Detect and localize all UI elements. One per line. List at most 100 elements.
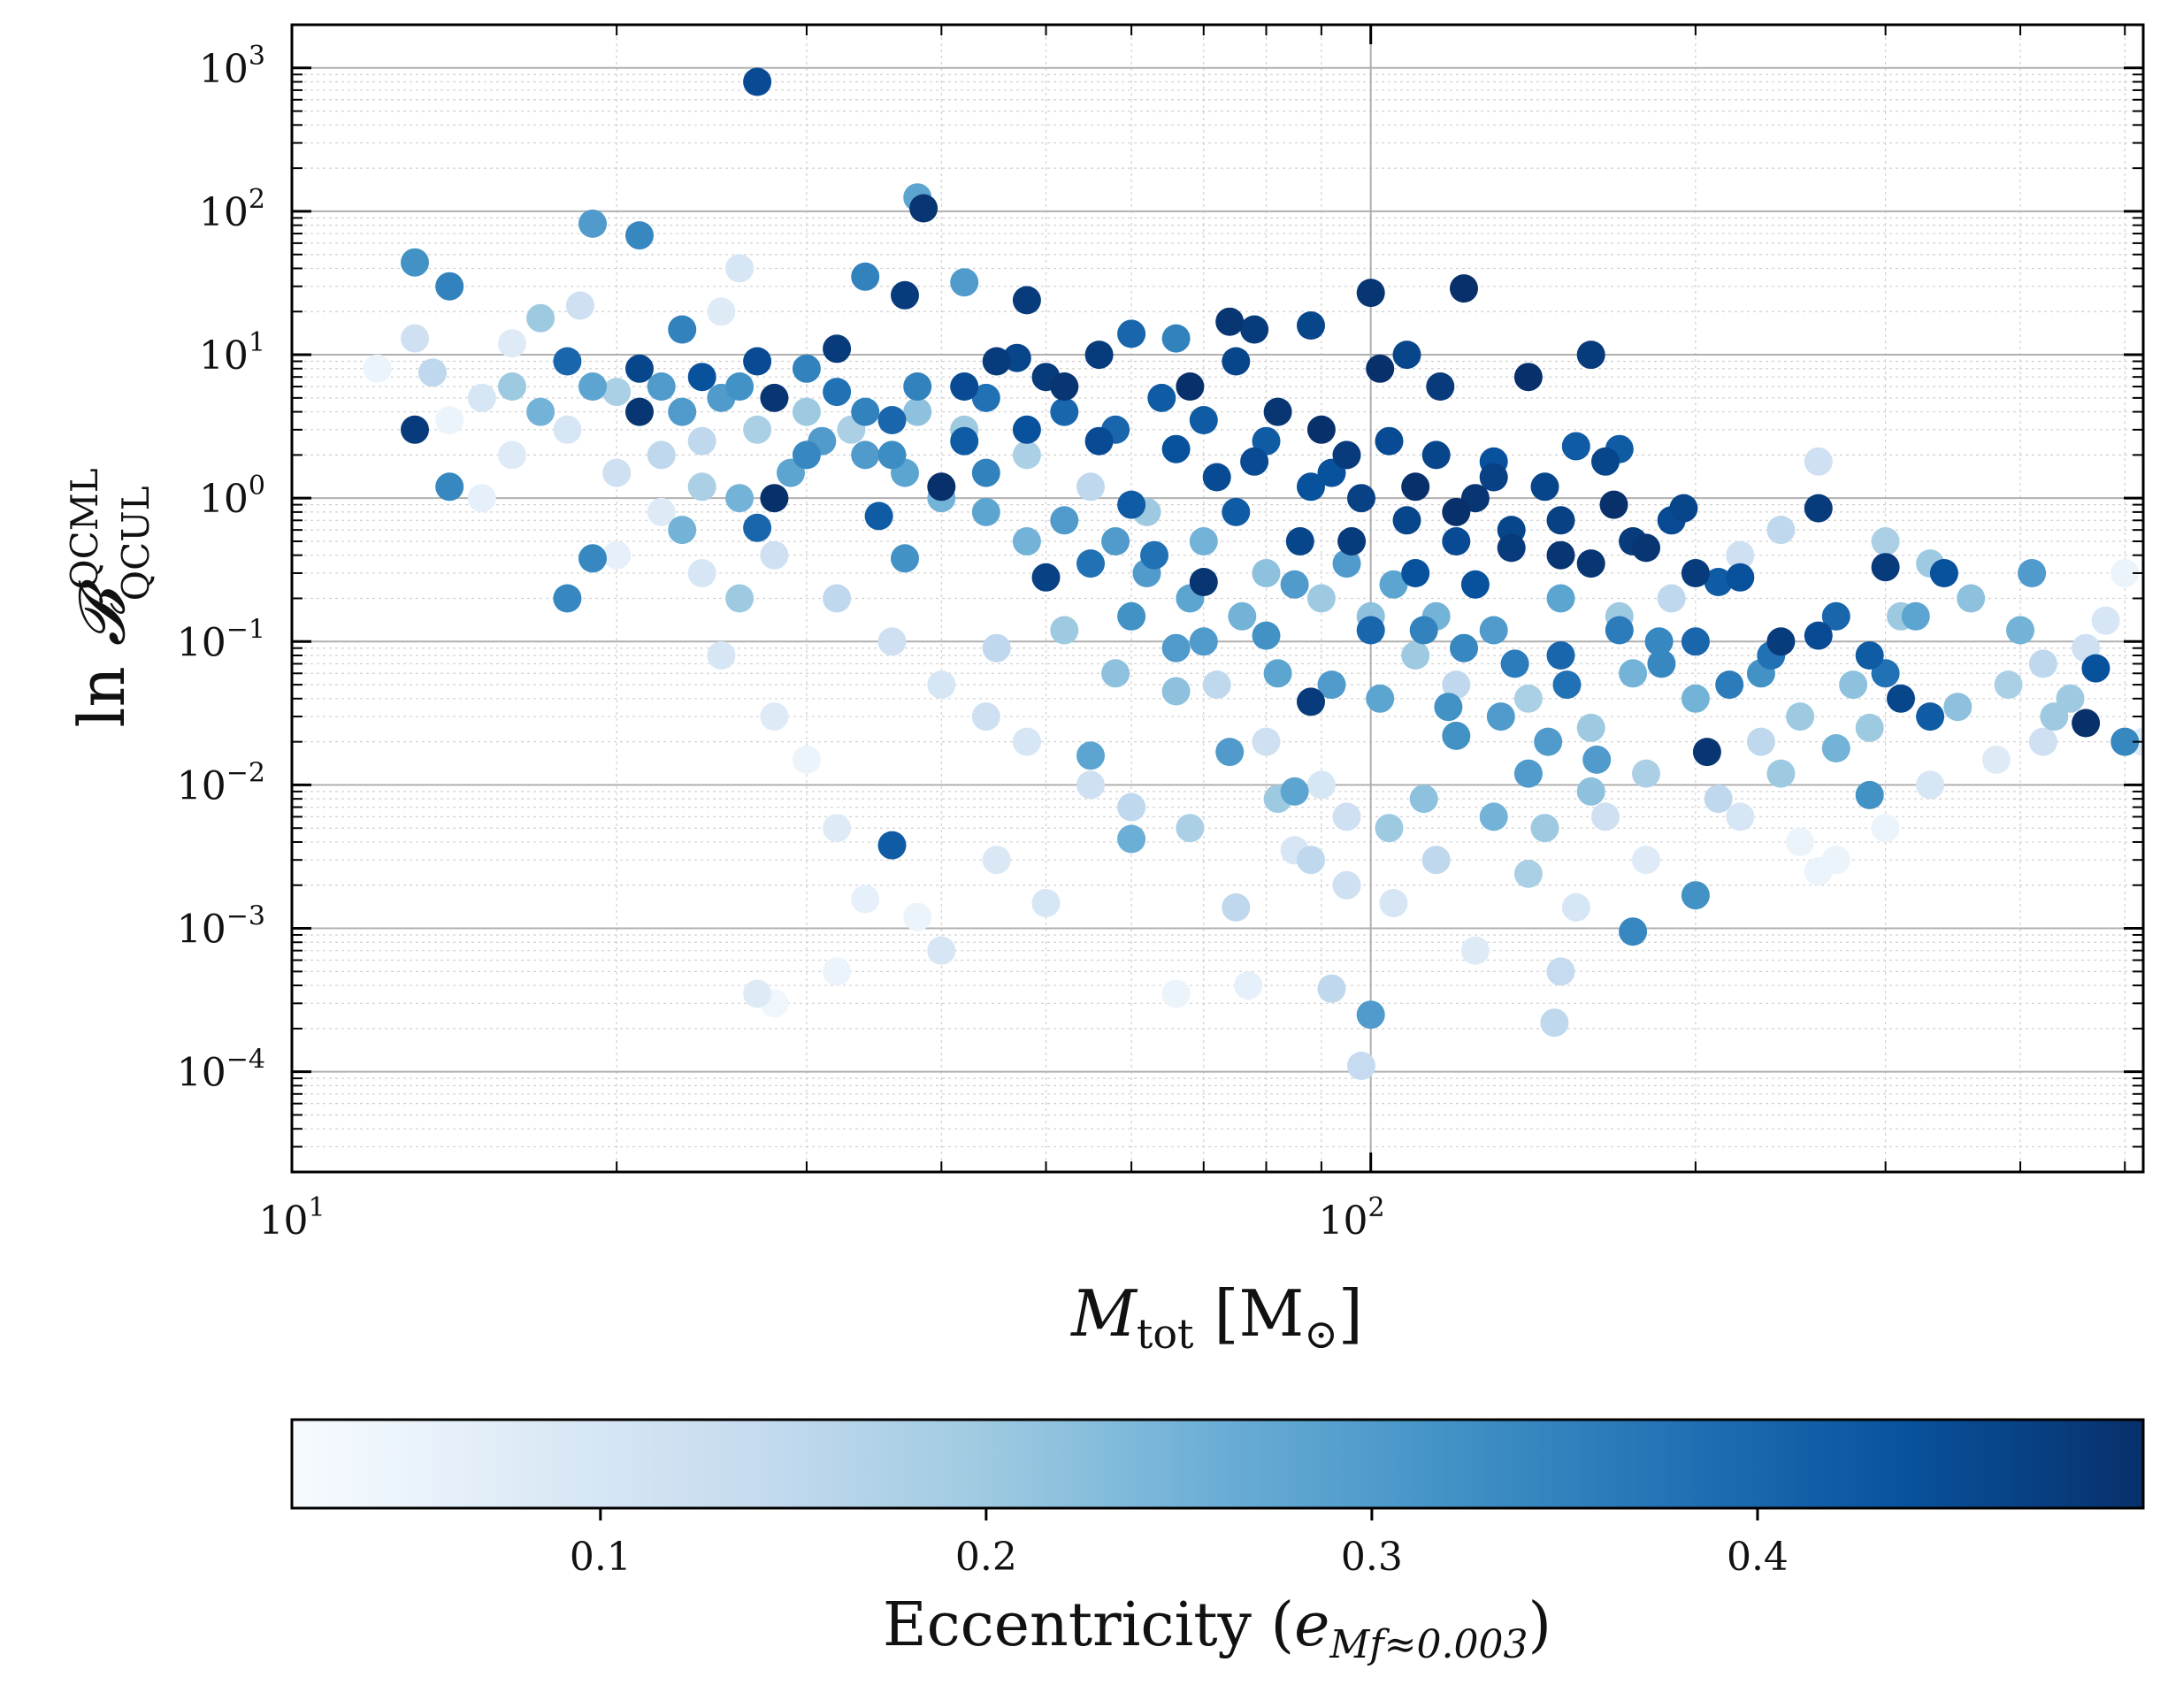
data-point bbox=[743, 979, 772, 1008]
data-point bbox=[2006, 616, 2034, 645]
data-point bbox=[851, 885, 880, 914]
data-point bbox=[927, 472, 956, 502]
data-point bbox=[1297, 687, 1325, 716]
data-point bbox=[1297, 472, 1325, 502]
data-point bbox=[1031, 889, 1061, 917]
data-point bbox=[1117, 490, 1146, 519]
x-axis-label-unit-sub: ⊙ bbox=[1304, 1310, 1338, 1358]
data-point bbox=[1619, 917, 1648, 946]
data-point bbox=[1012, 286, 1041, 315]
data-point bbox=[707, 641, 736, 670]
x-tick-base-10: 10 bbox=[258, 1199, 308, 1244]
data-point bbox=[1460, 936, 1490, 965]
data-point bbox=[1540, 1008, 1569, 1038]
data-point bbox=[1356, 1000, 1385, 1030]
y-tick-base: 10 bbox=[199, 477, 249, 522]
data-point bbox=[982, 846, 1011, 875]
data-point bbox=[877, 440, 907, 470]
y-tick-base: 10 bbox=[199, 333, 249, 379]
y-tick-base: 10 bbox=[177, 1051, 226, 1096]
data-point bbox=[927, 670, 956, 700]
data-point bbox=[2091, 606, 2120, 635]
y-tick-label: 103 bbox=[199, 41, 265, 92]
data-point bbox=[982, 347, 1011, 376]
data-point bbox=[1392, 341, 1421, 370]
y-axis-label-sub: QCUL bbox=[114, 486, 157, 601]
data-point bbox=[1332, 440, 1361, 470]
y-axis-label-sup: QCML bbox=[63, 468, 106, 589]
data-point bbox=[1766, 759, 1796, 788]
data-point bbox=[1929, 559, 1958, 587]
data-point bbox=[823, 334, 852, 364]
data-point bbox=[1347, 484, 1375, 513]
x-tick-base-100: 10 bbox=[1318, 1199, 1367, 1244]
data-point bbox=[1375, 814, 1404, 843]
data-point bbox=[1561, 432, 1590, 461]
data-point bbox=[1657, 584, 1686, 613]
data-point bbox=[851, 262, 880, 291]
data-point bbox=[578, 544, 607, 573]
data-point bbox=[1647, 649, 1676, 678]
data-point bbox=[1189, 527, 1218, 555]
data-point bbox=[1252, 727, 1281, 756]
data-point bbox=[743, 415, 772, 444]
data-point bbox=[950, 372, 979, 401]
data-point bbox=[1546, 584, 1575, 613]
data-point bbox=[1140, 540, 1168, 570]
data-point bbox=[1306, 584, 1336, 613]
data-point bbox=[792, 354, 821, 383]
data-point bbox=[1821, 601, 1850, 631]
data-point bbox=[435, 406, 464, 434]
data-point bbox=[1442, 670, 1471, 700]
data-point bbox=[668, 516, 697, 545]
data-point bbox=[1215, 738, 1245, 767]
data-point bbox=[971, 702, 1000, 731]
data-point bbox=[1546, 540, 1575, 570]
data-point bbox=[1050, 372, 1079, 401]
data-point bbox=[1766, 516, 1796, 545]
data-point bbox=[401, 415, 429, 444]
data-point bbox=[1681, 881, 1710, 910]
data-point bbox=[1746, 727, 1775, 756]
y-tick-exp: 2 bbox=[249, 184, 265, 215]
data-point bbox=[1916, 702, 1945, 731]
data-point bbox=[1513, 859, 1543, 888]
y-tick-exp: 1 bbox=[249, 327, 265, 358]
data-point bbox=[602, 458, 632, 487]
data-point bbox=[1401, 559, 1430, 587]
data-point bbox=[1546, 506, 1575, 535]
data-point bbox=[792, 745, 821, 774]
data-point bbox=[877, 831, 907, 860]
data-point bbox=[1534, 727, 1563, 756]
data-point bbox=[1632, 533, 1660, 563]
data-point bbox=[467, 484, 496, 513]
data-point bbox=[1117, 793, 1146, 822]
data-point bbox=[526, 303, 555, 333]
data-point bbox=[2018, 559, 2047, 587]
data-point bbox=[1669, 494, 1698, 523]
data-point bbox=[1050, 397, 1079, 426]
y-tick-label: 102 bbox=[199, 184, 265, 235]
data-point bbox=[1252, 559, 1281, 587]
data-point bbox=[1147, 383, 1176, 412]
data-point bbox=[1442, 721, 1471, 750]
data-point bbox=[1337, 527, 1367, 555]
data-point bbox=[1715, 670, 1744, 700]
data-point bbox=[1228, 601, 1257, 631]
data-point bbox=[1530, 814, 1559, 843]
data-point bbox=[625, 397, 654, 426]
y-tick-label: 101 bbox=[199, 327, 265, 379]
data-point bbox=[1576, 549, 1605, 578]
data-point bbox=[1619, 659, 1648, 688]
data-point bbox=[1839, 670, 1868, 700]
data-point bbox=[2111, 559, 2140, 587]
data-point bbox=[1486, 702, 1515, 731]
data-point bbox=[1766, 627, 1796, 656]
data-point bbox=[1704, 785, 1733, 814]
data-point bbox=[1681, 684, 1710, 713]
y-tick-base: 10 bbox=[199, 47, 249, 92]
data-point bbox=[1161, 979, 1191, 1008]
data-point bbox=[1576, 777, 1605, 806]
data-point bbox=[760, 383, 789, 412]
minor-grid bbox=[292, 24, 2143, 1173]
